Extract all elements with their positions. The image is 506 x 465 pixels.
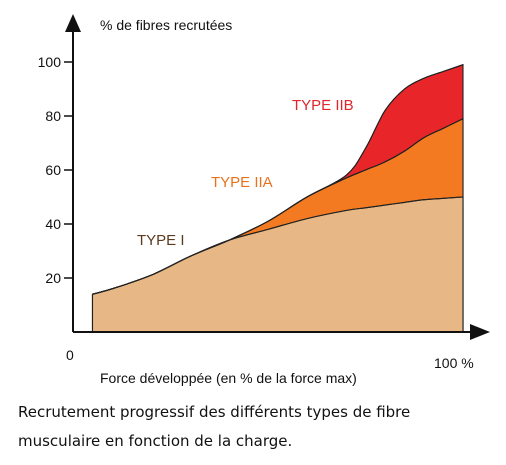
boundary-type-i xyxy=(92,196,464,295)
x-axis-arrow xyxy=(470,324,490,340)
y-tick-label-80: 80 xyxy=(45,108,61,124)
y-tick-label-40: 40 xyxy=(45,216,61,232)
y-tick-label-20: 20 xyxy=(45,270,61,286)
fibre-recruitment-chart: 20 40 60 80 100 % de fibres recrutées 0 100 … xyxy=(38,14,490,386)
y-ticks: 20 40 60 80 100 xyxy=(38,54,73,286)
x-tick-label-end: 100 % xyxy=(434,355,474,371)
area-boundaries xyxy=(92,64,464,295)
x-tick-label-start: 0 xyxy=(66,347,74,363)
area-layers xyxy=(91,63,464,333)
y-tick-label-60: 60 xyxy=(45,162,61,178)
x-axis-label: Force développée (en % de la force max) xyxy=(100,370,357,386)
series-label-type-iib: TYPE IIB xyxy=(292,97,354,114)
figure-caption: Recrutement progressif des différents ty… xyxy=(18,398,498,456)
y-tick-label-100: 100 xyxy=(38,54,62,70)
y-axis-label: % de fibres recrutées xyxy=(100,17,232,33)
y-axis-arrow xyxy=(65,14,81,32)
caption-line-1: Recrutement progressif des différents ty… xyxy=(18,403,411,421)
caption-line-2: musculaire en fonction de la charge. xyxy=(18,432,293,450)
series-label-type-iia: TYPE IIA xyxy=(211,174,273,191)
series-label-type-i: TYPE I xyxy=(137,232,185,249)
